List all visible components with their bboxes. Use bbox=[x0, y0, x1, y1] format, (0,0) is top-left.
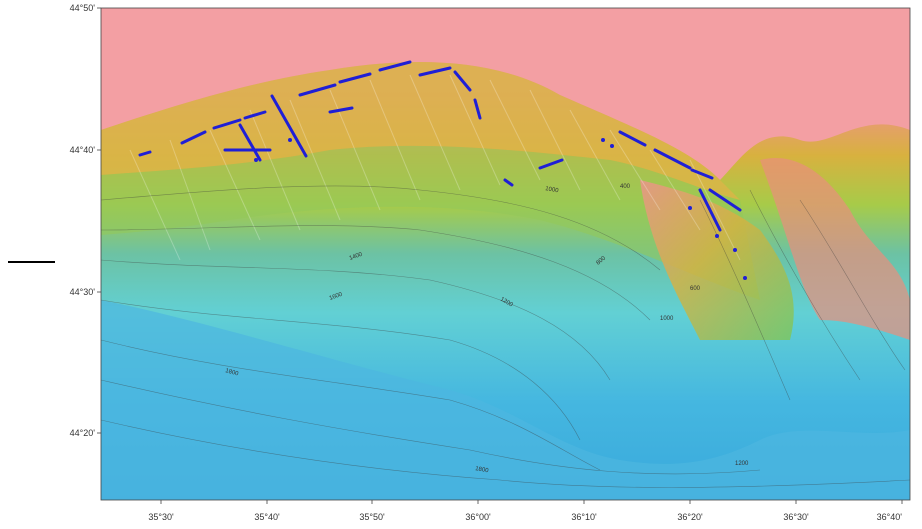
x-tick-label: 35°30' bbox=[148, 512, 174, 522]
contour-label: 400 bbox=[620, 184, 631, 190]
survey-tracks bbox=[138, 60, 742, 232]
x-tick-label: 36°20' bbox=[677, 512, 703, 522]
bathymetry-map: 1400 1600 1800 1000 1200 400 800 1000 60… bbox=[101, 8, 910, 500]
contour-label: 1400 bbox=[349, 251, 364, 261]
y-tick-label: 44°20' bbox=[70, 428, 96, 438]
contour-label: 1200 bbox=[735, 461, 749, 467]
y-tick-label: 44°50' bbox=[70, 3, 96, 13]
x-tick-label: 35°40' bbox=[254, 512, 280, 522]
x-tick-label: 36°40' bbox=[877, 512, 903, 522]
contour-label: 600 bbox=[690, 286, 701, 292]
x-tick-label: 36°10' bbox=[571, 512, 597, 522]
survey-points bbox=[254, 138, 747, 280]
contour-label: 1000 bbox=[660, 316, 674, 322]
x-tick-label: 36°00' bbox=[465, 512, 491, 522]
contour-label: 1800 bbox=[475, 466, 490, 474]
x-tick-label: 35°50' bbox=[359, 512, 385, 522]
contour-label: 800 bbox=[595, 255, 607, 266]
x-tick-label: 36°30' bbox=[783, 512, 809, 522]
contour-label: 1800 bbox=[224, 368, 239, 377]
map-frame-border bbox=[100, 7, 911, 501]
contour-label: 1000 bbox=[545, 186, 560, 194]
contour-label: 1600 bbox=[329, 291, 344, 301]
y-tick-label: 44°30' bbox=[70, 287, 96, 297]
y-tick-label: 44°40' bbox=[70, 145, 96, 155]
